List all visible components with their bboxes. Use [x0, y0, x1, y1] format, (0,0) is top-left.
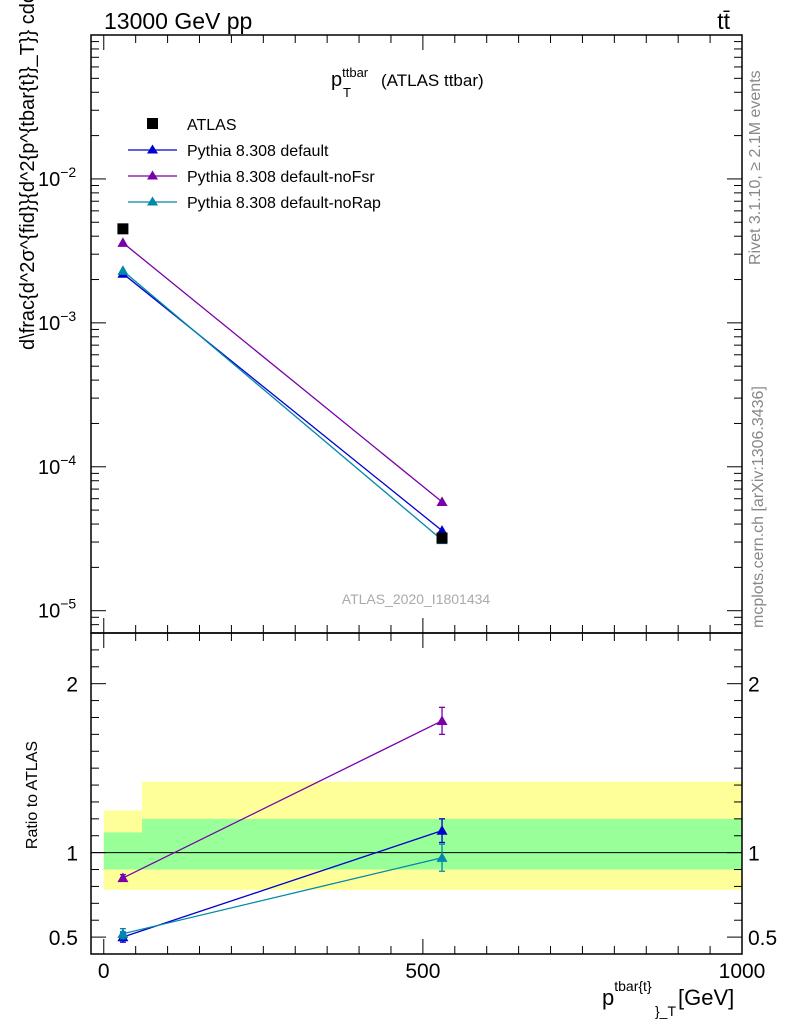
ratio-data-point	[436, 715, 448, 725]
ratio-series-line	[122, 830, 443, 938]
analysis-watermark: ATLAS_2020_I1801434	[342, 591, 491, 607]
ratio-band-inner	[103, 832, 143, 870]
plot-title: pttbar	[331, 65, 369, 91]
x-tick-label: 0	[98, 960, 110, 983]
main-y-tick-label: 10−4	[38, 452, 76, 479]
main-y-tick-label: 10−5	[38, 596, 76, 623]
legend: ATLAS Pythia 8.308 default Pythia 8.308 …	[128, 117, 381, 212]
legend-label-nofsr: Pythia 8.308 default-noFsr	[187, 169, 375, 186]
main-data-point	[117, 265, 129, 275]
ratio-panel: 0.5 0.5 1 1 2 2 0 500 1000 Ratio to ATLAS ptbar…	[24, 632, 777, 1019]
ratio-data-point	[117, 928, 129, 938]
x-tick-label: 1000	[719, 960, 766, 983]
ratio-y-tick-label-left: 2	[66, 674, 78, 697]
x-tick-label: 500	[405, 960, 440, 983]
main-axis-ticks	[91, 34, 743, 634]
ratio-data-point	[117, 872, 129, 883]
main-data-point	[117, 237, 129, 247]
legend-marker-nofsr	[147, 170, 158, 180]
plot-title-rest: (ATLAS ttbar)	[381, 71, 484, 90]
x-axis-label-unit: [GeV]	[678, 985, 734, 1010]
ratio-uncertainty-bands	[103, 781, 742, 890]
rivet-version-label: Rivet 3.1.10, ≥ 2.1M events	[747, 70, 764, 265]
main-y-tick-label: 10−2	[38, 164, 76, 191]
collision-label: 13000 GeV pp	[104, 8, 252, 34]
main-y-tick-label: 10−3	[38, 308, 76, 335]
main-series-line	[122, 273, 443, 532]
legend-marker-default	[147, 144, 158, 154]
ratio-series	[117, 706, 448, 943]
main-series-line	[122, 242, 443, 503]
ratio-data-point	[436, 825, 448, 835]
atlas-data-point	[117, 223, 129, 235]
main-series	[117, 223, 448, 545]
ratio-y-tick-labels: 0.5 0.5 1 1 2 2	[49, 674, 777, 950]
ratio-y-tick-label-right: 2	[748, 674, 760, 697]
ratio-axis-ticks	[91, 633, 743, 954]
main-panel: 10−510−410−310−2 pttbar T (ATLAS ttbar) …	[17, 0, 743, 634]
main-y-axis-label: d\frac{d^2σ^{fid}}{d^2{p^{tbar{t}}_T}} c…	[17, 0, 39, 350]
ratio-series-line	[122, 857, 443, 935]
legend-marker-atlas	[147, 118, 158, 129]
ratio-series-line	[122, 720, 443, 879]
ratio-y-tick-label-left: 0.5	[49, 927, 78, 950]
ratio-frame	[90, 632, 743, 955]
ratio-x-tick-labels: 0 500 1000	[98, 960, 765, 983]
mcplots-label: mcplots.cern.ch [arXiv:1306.3436]	[750, 386, 767, 628]
main-data-point	[436, 525, 448, 535]
legend-entry-atlas: ATLAS	[147, 117, 237, 134]
ratio-y-tick-label-left: 1	[66, 843, 78, 866]
x-axis-label-subscript: }_T	[655, 1003, 676, 1019]
x-axis-label: ptbar{t}	[602, 978, 652, 1010]
main-y-tick-labels: 10−5 10−4 10−3 10−2	[38, 164, 76, 623]
process-label: tt̄	[717, 8, 730, 34]
ratio-y-tick-label-right: 1	[748, 843, 760, 866]
legend-entry-norap: Pythia 8.308 default-noRap	[128, 195, 381, 212]
legend-marker-norap	[147, 196, 158, 206]
atlas-data-point	[436, 532, 448, 544]
ratio-y-axis-label: Ratio to ATLAS	[24, 741, 41, 849]
legend-entry-nofsr: Pythia 8.308 default-noFsr	[128, 169, 375, 186]
plot-title-subscript: T	[343, 85, 351, 100]
legend-label-norap: Pythia 8.308 default-noRap	[187, 195, 381, 212]
legend-label-default: Pythia 8.308 default	[187, 143, 329, 160]
main-series-line	[122, 270, 443, 541]
legend-label-atlas: ATLAS	[187, 117, 237, 134]
legend-entry-default: Pythia 8.308 default	[128, 143, 329, 160]
ratio-data-point	[436, 852, 448, 862]
ratio-y-tick-label-right: 0.5	[748, 927, 777, 950]
main-data-point	[436, 496, 448, 507]
